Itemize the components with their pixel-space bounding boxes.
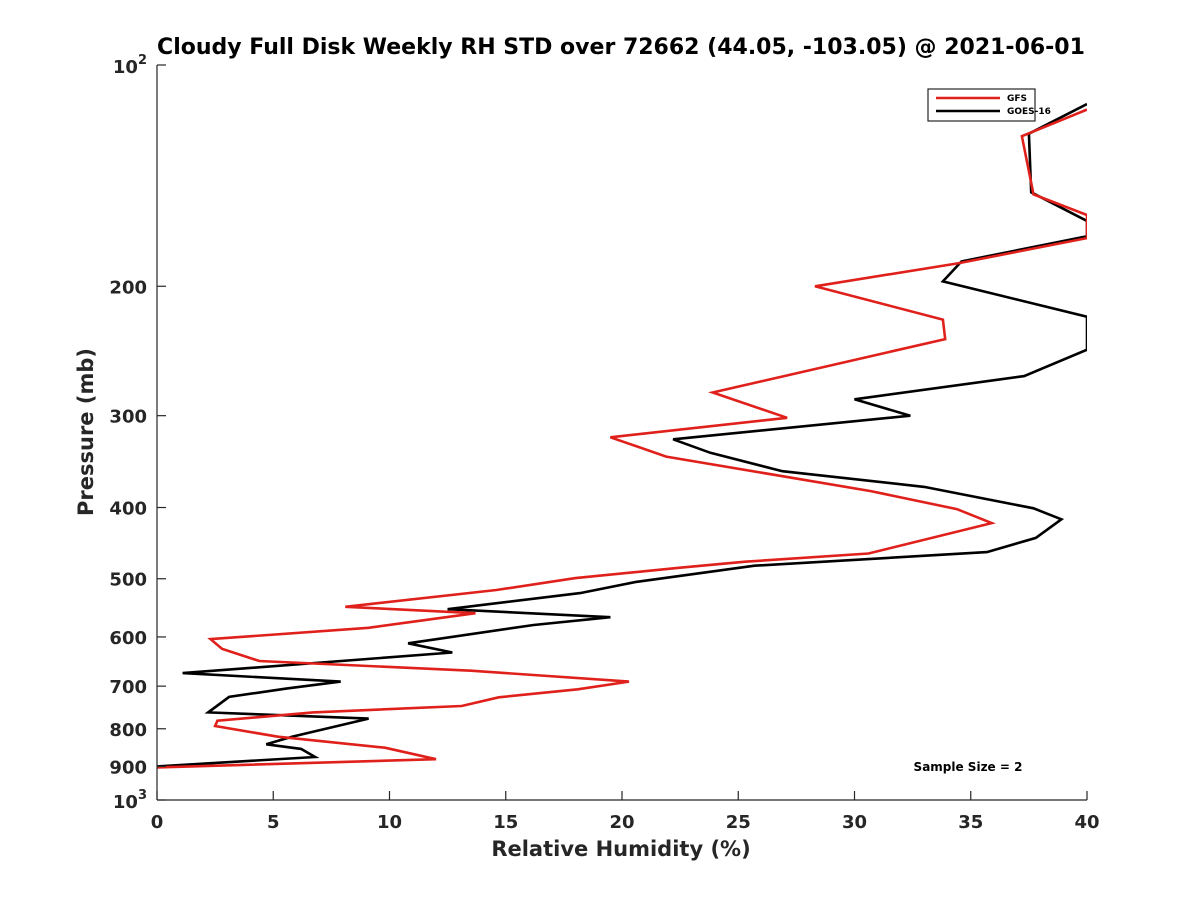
x-tick-label: 5: [267, 812, 280, 833]
x-tick-label: 30: [842, 812, 867, 833]
x-tick-label: 25: [726, 812, 751, 833]
y-tick-label: 400: [109, 499, 147, 520]
series-layer: [157, 102, 1087, 769]
x-tick-label: 35: [958, 812, 983, 833]
y-tick-label: 300: [109, 407, 147, 428]
x-axis-title: Relative Humidity (%): [491, 837, 750, 861]
y-tick-label: 200: [109, 277, 147, 298]
y-tick-label: 600: [109, 628, 147, 649]
y-tick-label: 900: [109, 757, 147, 778]
x-tick-label: 10: [377, 812, 402, 833]
legend-label-gfs: GFS: [1007, 94, 1027, 104]
x-tick-label: 20: [609, 812, 634, 833]
legend: GFS GOES-16: [927, 88, 1051, 122]
legend-label-goes-16: GOES-16: [1007, 107, 1051, 117]
chart-title: Cloudy Full Disk Weekly RH STD over 7266…: [157, 35, 1085, 60]
y-tick-label: 103: [113, 788, 147, 813]
y-tick-label: 700: [109, 677, 147, 698]
x-tick-label: 0: [151, 812, 164, 833]
series-line-gfs: [157, 108, 1087, 769]
y-tick-label: 500: [109, 570, 147, 591]
sample-size-annotation: Sample Size = 2: [914, 760, 1023, 774]
y-axis-title: Pressure (mb): [74, 348, 98, 516]
y-tick-label: 800: [109, 720, 147, 741]
y-tick-label: 102: [113, 53, 147, 78]
x-tick-label: 15: [493, 812, 518, 833]
legend-box: [927, 88, 1036, 122]
series-line-goes-16: [157, 102, 1087, 768]
axes-layer: 0 5 10 15 20 25 30 35 40 102 200 300 400 500 600 700 800…: [109, 53, 1099, 833]
x-tick-label: 40: [1074, 812, 1099, 833]
